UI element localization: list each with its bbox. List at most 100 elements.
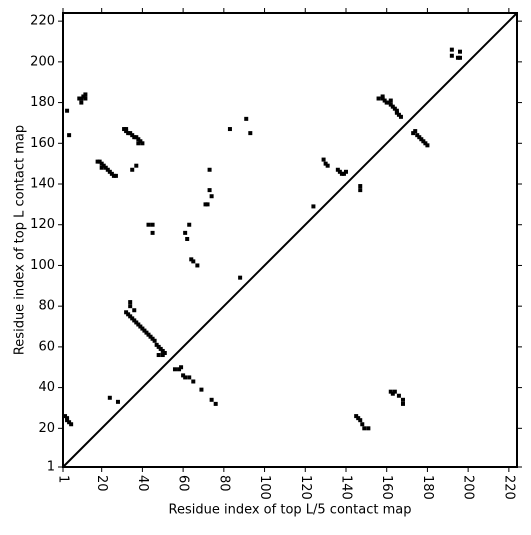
diagonal-line <box>62 12 518 468</box>
contact-point <box>187 222 192 227</box>
contact-point <box>134 320 139 325</box>
contact-point <box>183 230 188 235</box>
contact-point <box>400 397 405 402</box>
contact-point <box>457 55 462 60</box>
contact-point <box>366 426 371 431</box>
contact-point <box>140 141 145 146</box>
x-tick-label: 220 <box>501 475 516 500</box>
contact-point <box>124 310 129 315</box>
contact-point <box>109 171 114 176</box>
y-tick-label: 160 <box>30 136 55 151</box>
contact-point <box>69 422 74 427</box>
contact-point <box>111 173 116 178</box>
contact-point <box>162 350 167 355</box>
contact-point <box>380 94 385 99</box>
contact-point <box>423 141 428 146</box>
contact-point <box>227 127 232 132</box>
contact-point <box>160 353 165 358</box>
contact-point <box>358 418 363 423</box>
contact-point <box>457 49 462 54</box>
contact-point <box>67 420 72 425</box>
contact-point <box>341 171 346 176</box>
contact-point <box>358 184 363 189</box>
y-tick-label: 1 <box>47 460 55 475</box>
contact-point <box>181 373 186 378</box>
contact-point <box>122 127 127 132</box>
contact-point <box>124 129 129 134</box>
contact-point <box>386 100 391 105</box>
x-tick-label: 200 <box>461 475 476 500</box>
contact-point <box>335 167 340 172</box>
contact-point <box>142 328 147 333</box>
contact-point <box>65 108 70 113</box>
contact-point <box>63 414 68 419</box>
contact-point <box>411 131 416 136</box>
contact-point <box>203 202 208 207</box>
contact-point <box>81 94 86 99</box>
contact-point <box>79 96 84 101</box>
contact-point <box>339 171 344 176</box>
contact-point <box>400 401 405 406</box>
contact-point <box>152 338 157 343</box>
plot-frame <box>62 12 518 468</box>
contact-point <box>113 173 118 178</box>
contact-point <box>392 106 397 111</box>
contact-point <box>179 365 184 370</box>
contact-point <box>390 104 395 109</box>
contact-point <box>107 169 112 174</box>
contact-point <box>392 389 397 394</box>
contact-point <box>390 391 395 396</box>
contact-point <box>417 135 422 140</box>
contact-point <box>101 163 106 168</box>
contact-point <box>323 161 328 166</box>
contact-point <box>128 314 133 319</box>
contact-point <box>449 53 454 58</box>
contact-point <box>354 414 359 419</box>
y-tick-label: 40 <box>38 380 55 395</box>
contact-point <box>126 131 131 136</box>
contact-point <box>394 108 399 113</box>
contact-point <box>449 47 454 52</box>
contact-point <box>134 163 139 168</box>
contact-point <box>154 342 159 347</box>
contact-point <box>356 416 361 421</box>
contact-point <box>207 188 212 193</box>
contact-point <box>136 141 141 146</box>
x-tick-label: 1 <box>56 475 71 483</box>
x-tick-label: 60 <box>176 475 191 492</box>
x-tick-label: 160 <box>379 475 394 500</box>
contact-point <box>244 116 249 121</box>
contact-point <box>248 131 253 136</box>
contact-point <box>325 163 330 168</box>
contact-point <box>130 167 135 172</box>
contact-point <box>396 393 401 398</box>
contact-point <box>146 332 151 337</box>
y-tick-label: 80 <box>38 299 55 314</box>
contact-point <box>65 418 70 423</box>
contact-point <box>199 387 204 392</box>
contact-point <box>107 395 112 400</box>
x-tick-label: 40 <box>135 475 150 492</box>
contact-point <box>189 257 194 262</box>
contact-point <box>103 165 108 170</box>
y-tick-label: 140 <box>30 177 55 192</box>
contact-point <box>65 416 70 421</box>
x-tick-label: 20 <box>94 475 109 492</box>
contact-point <box>156 353 161 358</box>
contact-point <box>150 336 155 341</box>
contact-point <box>388 389 393 394</box>
contact-point <box>360 422 365 427</box>
x-tick-label: 140 <box>338 475 353 500</box>
contact-point <box>134 135 139 140</box>
contact-point <box>95 159 100 164</box>
contact-point <box>138 324 143 329</box>
contact-point <box>187 375 192 380</box>
y-tick-label: 220 <box>30 14 55 29</box>
contact-point <box>376 96 381 101</box>
contact-point <box>150 230 155 235</box>
contact-point <box>172 367 177 372</box>
contact-point <box>195 263 200 268</box>
contact-point <box>156 344 161 349</box>
contact-point <box>209 397 214 402</box>
